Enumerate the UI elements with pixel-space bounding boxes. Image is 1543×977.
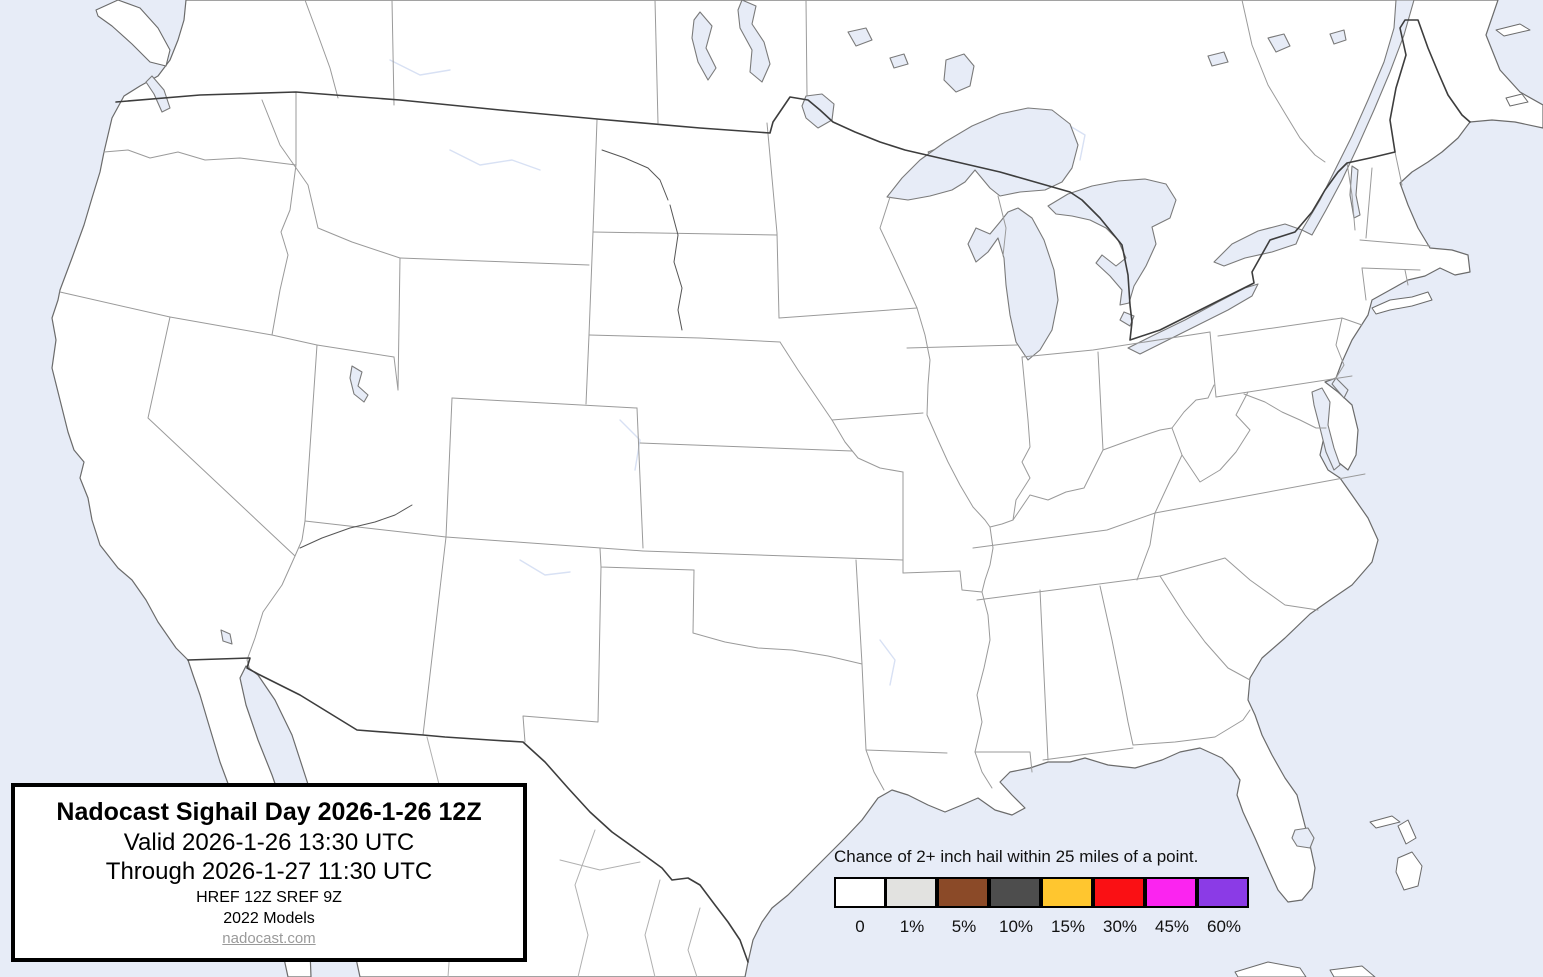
probability-legend: Chance of 2+ inch hail within 25 miles o…: [834, 847, 1254, 937]
lake-winnipeg: [737, 0, 771, 83]
map-land: [51, 0, 1543, 977]
vancouver-island: [95, 0, 171, 67]
lake-okeechobee: [1291, 827, 1315, 849]
lake-nipigon: [943, 53, 975, 93]
legend-color-swatch: [1197, 877, 1249, 908]
delaware-bay: [1331, 377, 1349, 399]
legend-color-swatch: [1041, 877, 1093, 908]
bahamas-islands: [1369, 815, 1423, 891]
forecast-models-year: 2022 Models: [223, 909, 315, 927]
legend-percent-label: 30%: [1102, 917, 1138, 936]
legend-title: Chance of 2+ inch hail within 25 miles o…: [834, 847, 1199, 866]
legend-percent-label: 45%: [1154, 917, 1190, 936]
lake-manitoba: [691, 11, 717, 81]
forecast-title-box: Nadocast Sighail Day 2026-1-26 12Z Valid…: [11, 783, 527, 962]
legend-percent-label: 10%: [998, 917, 1034, 936]
st-lawrence-river: [1301, 0, 1415, 236]
lake-michigan: [967, 207, 1059, 361]
lake-superior: [886, 107, 1079, 201]
rivers-dark: [299, 149, 683, 549]
legend-color-swatch: [989, 877, 1041, 908]
legend-percent-label: 60%: [1206, 917, 1242, 936]
forecast-title: Nadocast Sighail Day 2026-1-26 12Z: [56, 797, 482, 826]
prince-edward-island: [1505, 93, 1529, 107]
long-island: [1371, 291, 1433, 315]
legend-item: 5%: [937, 877, 990, 937]
legend-percent-label: 1%: [899, 917, 925, 936]
legend-item: 10%: [989, 877, 1042, 937]
legend-color-swatch: [937, 877, 989, 908]
us-canada-border: [115, 19, 1471, 341]
legend-item: 60%: [1197, 877, 1250, 937]
great-salt-lake: [349, 365, 369, 403]
legend-percent-label: 5%: [951, 917, 977, 936]
legend-color-swatch: [885, 877, 937, 908]
lake-huron: [1047, 178, 1177, 306]
rivers-faint: [389, 59, 1086, 686]
lake-ontario: [1213, 223, 1303, 267]
great-lakes: [145, 0, 1415, 849]
canada-province-borders: [304, 0, 1326, 163]
country-borders: [115, 19, 1471, 963]
legend-percent-label: 15%: [1050, 917, 1086, 936]
legend-item: 1%: [885, 877, 938, 937]
lake-erie: [1127, 283, 1259, 355]
legend-item: 30%: [1093, 877, 1146, 937]
legend-item: 0: [834, 877, 886, 937]
canadian-small-lakes: [847, 27, 1347, 69]
chesapeake-bay: [1311, 387, 1341, 471]
legend-color-swatch: [834, 877, 886, 908]
salton-sea: [220, 629, 233, 645]
legend-item: 15%: [1041, 877, 1094, 937]
legend-color-swatch: [1093, 877, 1145, 908]
legend-item: 45%: [1145, 877, 1198, 937]
puget-sound: [145, 75, 171, 113]
legend-percent-label: 0: [855, 917, 865, 936]
forecast-valid-time: Valid 2026-1-26 13:30 UTC: [123, 828, 415, 856]
cuba-coast: [1234, 961, 1376, 977]
legend-color-swatch: [1145, 877, 1197, 908]
forecast-through-time: Through 2026-1-27 11:30 UTC: [105, 858, 433, 886]
anticosti-island: [1495, 23, 1531, 37]
nadocast-link[interactable]: nadocast.com: [222, 930, 316, 948]
state-borders: [59, 91, 1431, 791]
forecast-models-line: HREF 12Z SREF 9Z: [196, 888, 342, 906]
us-mexico-border: [187, 657, 749, 963]
legend-swatch-row: 0 1% 5% 10% 15% 30% 45%: [834, 877, 1254, 937]
